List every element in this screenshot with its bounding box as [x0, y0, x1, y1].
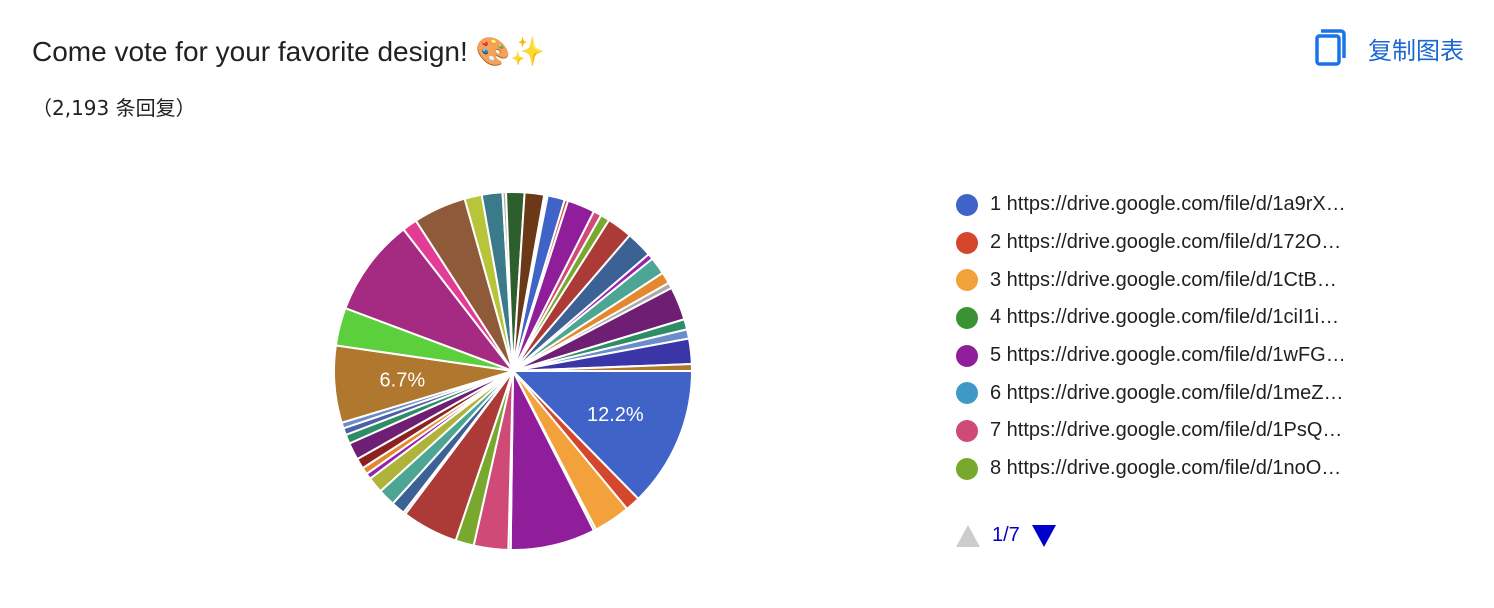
- legend-item[interactable]: 4 https://drive.google.com/file/d/1ciI1i…: [956, 299, 1436, 337]
- pie-slice[interactable]: [510, 370, 694, 501]
- legend-swatch: [956, 382, 978, 405]
- legend-label: 7 https://drive.google.com/file/d/1PsQ…: [990, 419, 1343, 442]
- chart-title-text: Come vote for your favorite design! 🎨✨: [32, 36, 546, 67]
- pager-text: 1/7: [992, 524, 1020, 546]
- legend-swatch: [956, 419, 978, 442]
- pie-labels: 12.2% 6.7%: [380, 369, 644, 426]
- legend-label: 8 https://drive.google.com/file/d/1noO…: [990, 457, 1342, 480]
- legend-swatch: [956, 231, 978, 254]
- legend-item[interactable]: 6 https://drive.google.com/file/d/1meZ…: [956, 374, 1436, 412]
- legend-item[interactable]: 3 https://drive.google.com/file/d/1CtB…: [956, 261, 1436, 299]
- pie-slice[interactable]: [512, 362, 694, 372]
- legend-swatch: [956, 457, 978, 480]
- triangle-down-icon[interactable]: [1031, 524, 1056, 547]
- chart-title: Come vote for your favorite design! 🎨✨: [32, 30, 545, 74]
- copy-chart-label: 复制图表: [1368, 36, 1464, 65]
- legend: 1 https://drive.google.com/file/d/1a9rX……: [956, 186, 1436, 488]
- slice-percent-label: 6.7%: [380, 369, 426, 391]
- legend-swatch: [956, 306, 978, 329]
- legend-item[interactable]: 8 https://drive.google.com/file/d/1noO…: [956, 450, 1436, 488]
- response-count: （2,193 条回复）: [32, 96, 196, 120]
- legend-label: 2 https://drive.google.com/file/d/172O…: [990, 231, 1342, 254]
- pie-slice[interactable]: [344, 228, 516, 374]
- legend-swatch: [956, 193, 978, 216]
- triangle-up-icon[interactable]: [956, 524, 980, 547]
- legend-label: 1 https://drive.google.com/file/d/1a9rX…: [990, 193, 1346, 216]
- legend-label: 6 https://drive.google.com/file/d/1meZ…: [990, 381, 1344, 404]
- legend-item[interactable]: 7 https://drive.google.com/file/d/1PsQ…: [956, 412, 1436, 450]
- copy-icon: [1314, 25, 1350, 72]
- legend-item[interactable]: 5 https://drive.google.com/file/d/1wFG…: [956, 337, 1436, 375]
- slice-percent-label: 12.2%: [587, 404, 644, 426]
- legend-swatch: [956, 344, 978, 367]
- legend-label: 3 https://drive.google.com/file/d/1CtB…: [990, 268, 1337, 291]
- legend-pager: 1/7: [956, 524, 1056, 547]
- pie-slices: [333, 191, 694, 551]
- legend-label: 4 https://drive.google.com/file/d/1ciI1i…: [990, 306, 1340, 329]
- legend-item[interactable]: 2 https://drive.google.com/file/d/172O…: [956, 224, 1436, 262]
- copy-chart-button[interactable]: 复制图表: [1314, 26, 1464, 70]
- legend-item[interactable]: 1 https://drive.google.com/file/d/1a9rX…: [956, 186, 1436, 224]
- legend-label: 5 https://drive.google.com/file/d/1wFG…: [990, 344, 1346, 367]
- legend-swatch: [956, 269, 978, 292]
